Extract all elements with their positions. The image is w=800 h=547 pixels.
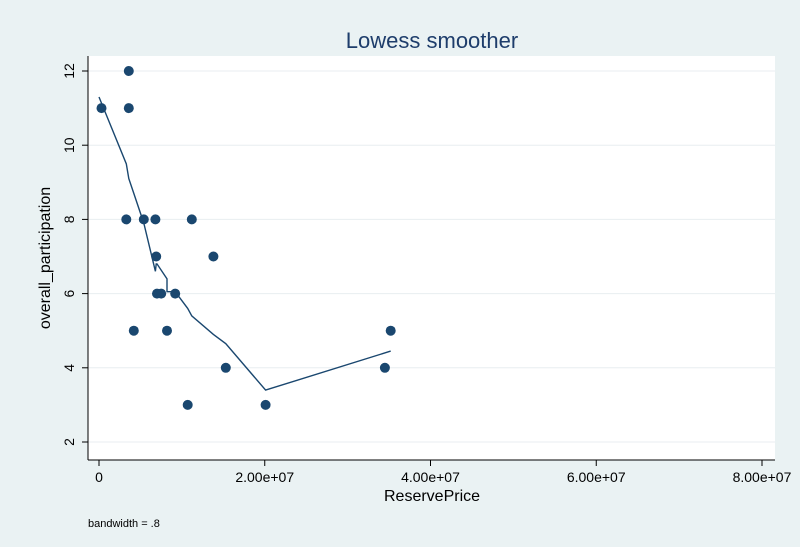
x-tick-label: 4.00e+07 <box>401 469 460 485</box>
y-tick-label: 2 <box>61 438 77 446</box>
data-point <box>156 288 167 299</box>
data-point <box>379 362 390 373</box>
y-tick-label: 8 <box>61 215 77 223</box>
data-point <box>121 214 132 225</box>
data-point <box>123 103 134 114</box>
x-tick-label: 0 <box>95 469 103 485</box>
data-point <box>186 214 197 225</box>
data-point <box>123 66 134 76</box>
plot-area <box>88 56 775 460</box>
grid <box>88 70 775 443</box>
data-point <box>260 399 271 410</box>
data-point <box>162 325 172 336</box>
bandwidth-note: bandwidth = .8 <box>88 518 160 530</box>
data-point <box>150 214 161 225</box>
data-point <box>220 362 231 373</box>
data-point <box>385 325 396 336</box>
y-tick-label: 4 <box>61 364 77 372</box>
chart-title: Lowess smoother <box>346 28 518 53</box>
smoother-layer <box>98 96 391 391</box>
data-point <box>170 288 181 299</box>
data-point <box>208 251 219 262</box>
x-axis-label: ReservePrice <box>384 488 480 505</box>
data-point <box>182 399 193 410</box>
data-point <box>128 325 139 336</box>
y-tick-label: 10 <box>61 137 77 153</box>
axes: 2 4 6 8 10 12 0 2.00e+07 4.00e+07 6.00e+07 8.00e+0… <box>61 56 792 485</box>
x-tick-label: 6.00e+07 <box>567 469 626 485</box>
lowess-line <box>98 96 391 391</box>
x-tick-label: 8.00e+07 <box>733 469 792 485</box>
y-axis-label: overall_participation <box>37 187 54 329</box>
y-tick-label: 6 <box>61 289 77 297</box>
x-tick-label: 2.00e+07 <box>235 469 294 485</box>
data-point <box>151 251 162 262</box>
y-tick-label: 12 <box>61 63 77 79</box>
data-point <box>138 214 149 225</box>
points-layer <box>96 66 396 410</box>
data-point <box>96 103 107 114</box>
